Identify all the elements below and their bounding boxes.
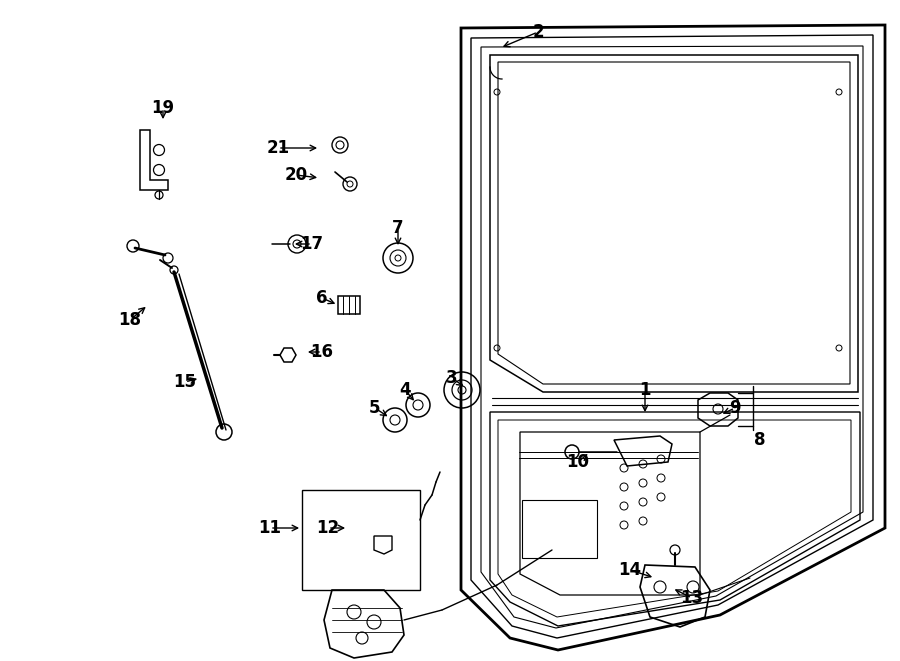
Text: 19: 19 — [151, 99, 175, 117]
Text: 20: 20 — [284, 166, 308, 184]
Text: 4: 4 — [400, 381, 410, 399]
Text: 17: 17 — [301, 235, 324, 253]
Text: 13: 13 — [680, 589, 704, 607]
Text: 7: 7 — [392, 219, 404, 237]
Text: 16: 16 — [310, 343, 334, 361]
Text: 8: 8 — [754, 431, 766, 449]
Text: 14: 14 — [618, 561, 642, 579]
Text: 11: 11 — [258, 519, 282, 537]
Text: 2: 2 — [532, 23, 544, 41]
Text: 10: 10 — [566, 453, 590, 471]
Text: 12: 12 — [317, 519, 339, 537]
Text: 3: 3 — [446, 369, 458, 387]
Bar — [338, 296, 360, 314]
Text: 6: 6 — [316, 289, 328, 307]
Text: 18: 18 — [119, 311, 141, 329]
Text: 1: 1 — [639, 381, 651, 399]
Text: 21: 21 — [266, 139, 290, 157]
Text: 5: 5 — [369, 399, 381, 417]
Text: 15: 15 — [174, 373, 196, 391]
Bar — [302, 490, 420, 590]
Text: 9: 9 — [729, 399, 741, 417]
Bar — [522, 500, 597, 558]
